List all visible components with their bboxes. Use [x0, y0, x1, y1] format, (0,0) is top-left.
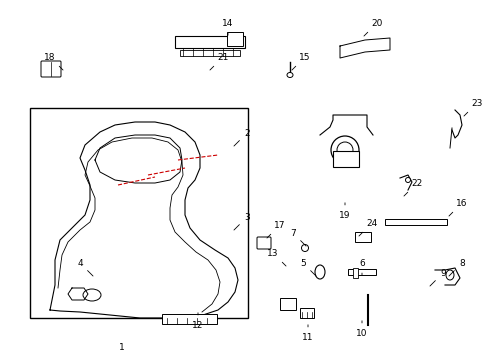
Ellipse shape [330, 136, 358, 164]
Bar [354, 232, 370, 242]
Text: 3: 3 [233, 212, 249, 230]
Text: 1: 1 [119, 343, 124, 352]
Bar [280, 298, 295, 310]
Ellipse shape [445, 270, 453, 280]
Text: 18: 18 [44, 53, 63, 70]
Text: 11: 11 [302, 325, 313, 342]
Ellipse shape [336, 142, 352, 158]
Text: 22: 22 [403, 179, 422, 196]
Bar [384, 219, 446, 225]
Bar [180, 50, 240, 56]
Text: 12: 12 [192, 313, 203, 329]
Bar [175, 36, 244, 48]
Text: 16: 16 [448, 198, 467, 216]
Text: 21: 21 [209, 53, 228, 70]
Text: 8: 8 [448, 258, 464, 276]
Bar [332, 151, 358, 167]
Bar [226, 32, 243, 46]
Text: 7: 7 [289, 229, 305, 246]
Bar [299, 308, 313, 318]
Text: 20: 20 [363, 18, 382, 36]
Text: 4: 4 [77, 258, 93, 276]
Text: 9: 9 [429, 269, 445, 286]
Text: 17: 17 [266, 220, 285, 238]
Bar [162, 314, 217, 324]
Bar [352, 268, 357, 278]
FancyBboxPatch shape [41, 61, 61, 77]
Bar [347, 269, 375, 275]
Text: 2: 2 [233, 129, 249, 146]
FancyBboxPatch shape [257, 237, 270, 249]
Text: 6: 6 [358, 258, 364, 275]
Ellipse shape [405, 177, 409, 183]
Text: 10: 10 [356, 321, 367, 338]
Text: 5: 5 [300, 258, 315, 276]
Ellipse shape [314, 265, 325, 279]
Bar [30, 108, 247, 318]
Text: 14: 14 [222, 18, 233, 35]
Text: 15: 15 [291, 53, 310, 70]
Ellipse shape [286, 72, 292, 77]
Ellipse shape [301, 244, 308, 252]
Text: 13: 13 [267, 248, 285, 266]
Text: 23: 23 [463, 99, 482, 116]
Ellipse shape [83, 289, 101, 301]
Text: 19: 19 [339, 203, 350, 220]
Text: 24: 24 [358, 219, 377, 236]
